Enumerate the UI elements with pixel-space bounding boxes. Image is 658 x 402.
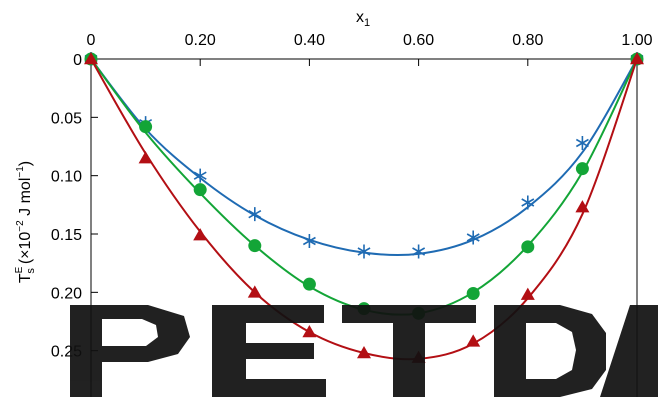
data-point-triangle <box>466 334 481 347</box>
data-point-triangle <box>520 287 535 300</box>
y-title-open: (×10 <box>17 232 34 265</box>
y-title-close: ) <box>17 161 34 166</box>
y-title-base: T <box>17 273 34 283</box>
data-point-triangle <box>84 52 98 65</box>
data-point-triangle <box>302 325 317 338</box>
series-triangle <box>84 52 644 363</box>
x-axis-title: x1 <box>356 9 370 29</box>
series-star <box>84 52 644 259</box>
data-point-triangle <box>138 151 153 164</box>
data-point-triangle <box>193 228 208 241</box>
y-title-unit-exp: −1 <box>15 166 26 178</box>
series-circle <box>84 52 644 320</box>
data-point-circle <box>575 162 589 176</box>
watermark <box>70 305 658 397</box>
data-point-star <box>466 230 480 245</box>
data-point-star <box>302 234 316 248</box>
data-point-triangle <box>630 52 644 65</box>
fit-curve-star <box>90 58 638 257</box>
data-point-star <box>412 244 426 259</box>
x-axis-title-sub: 1 <box>364 17 370 29</box>
y-tick-label: 0 <box>73 52 82 69</box>
data-point-star <box>193 168 207 183</box>
x-tick-label: 0.80 <box>512 32 543 49</box>
x-tick-label: 0.20 <box>185 32 216 49</box>
data-point-triangle <box>247 285 262 298</box>
x-tick-label: 1.00 <box>621 32 652 49</box>
y-tick-label: 0.10 <box>51 169 82 186</box>
y-title-sup: E <box>14 266 25 273</box>
data-point-triangle <box>575 200 590 213</box>
x-tick-label: 0.40 <box>294 32 325 49</box>
data-point-circle <box>248 239 262 253</box>
y-title-unit: J mol <box>17 178 34 221</box>
y-tick-label: 0.15 <box>51 227 82 244</box>
x-tick-label: 0 <box>87 32 96 49</box>
data-point-star <box>575 136 589 150</box>
x-tick-label: 0.60 <box>403 32 434 49</box>
data-point-star <box>248 207 262 222</box>
data-point-circle <box>193 183 207 197</box>
x-axis-title-main: x <box>356 9 364 26</box>
y-title-exp: −2 <box>15 220 26 232</box>
data-point-star <box>357 244 371 259</box>
y-axis-title: TEs (×10−2 J mol−1) <box>14 161 37 283</box>
data-point-triangle <box>357 346 371 359</box>
data-point-circle <box>302 277 316 291</box>
data-point-circle <box>139 120 153 134</box>
y-tick-label: 0.05 <box>51 110 82 127</box>
data-point-circle <box>521 240 535 254</box>
data-point-circle <box>466 287 480 300</box>
data-point-star <box>521 195 535 210</box>
fit-curve-circle <box>90 58 638 316</box>
y-title-sub: s <box>25 268 37 274</box>
y-tick-label: 0.20 <box>51 285 82 302</box>
